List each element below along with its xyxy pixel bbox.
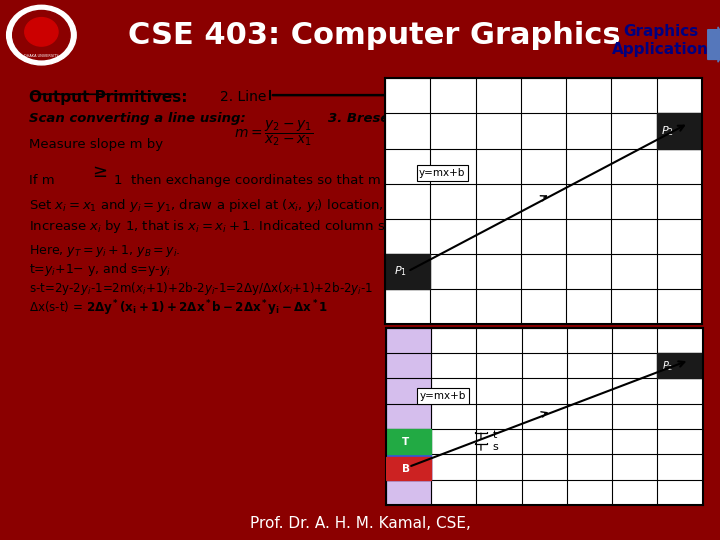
Text: B: B [402,464,410,474]
Text: 2. Line: 2. Line [220,90,266,104]
Bar [385,254,431,289]
Text: Prof. Dr. A. H. M. Kamal, CSE,: Prof. Dr. A. H. M. Kamal, CSE, [250,516,470,531]
Bar [657,113,702,148]
Text: Measure slope m by: Measure slope m by [29,138,163,151]
Text: Increase $x_i$ by 1, that is $x_i=x_i+1$. Indicated column shown in Fig: Increase $x_i$ by 1, that is $x_i=x_i+1$… [29,218,461,235]
Text: DHAKA UNIVERSITY: DHAKA UNIVERSITY [24,54,58,58]
Text: 3. Bresenham’s Line: 3. Bresenham’s Line [328,112,480,125]
Text: Scan converting a line using:: Scan converting a line using: [29,112,246,125]
Bar [386,429,431,454]
Bar [386,454,431,480]
Text: If m: If m [29,174,55,187]
Text: s: s [492,442,498,452]
Text: $\geq$: $\geq$ [89,163,107,181]
Text: $m = \dfrac{y_2 - y_1}{x_2 - x_1}$: $m = \dfrac{y_2 - y_1}{x_2 - x_1}$ [234,119,313,148]
Bar [386,328,431,505]
Text: t=$y_i$+1$-$ y, and s=y-$y_i$: t=$y_i$+1$-$ y, and s=y-$y_i$ [29,261,171,278]
Bar [657,353,703,379]
Text: $P_2$: $P_2$ [662,359,673,373]
Circle shape [6,5,76,65]
Text: CSE 403: Computer Graphics: CSE 403: Computer Graphics [128,21,621,50]
Text: Here, $y_T = y_i+1$, $y_B = y_i$.: Here, $y_T = y_i+1$, $y_B = y_i$. [29,243,181,259]
Text: $P_2$: $P_2$ [661,124,674,138]
Text: Output Primitives:: Output Primitives: [29,90,187,105]
Text: t: t [492,429,497,440]
Text: $\Delta$x(s-t) = $\mathbf{2\Delta y^*(x_i+1)+2\Delta x^*b-2\Delta x^*y_i-\Delta : $\Delta$x(s-t) = $\mathbf{2\Delta y^*(x_… [29,298,328,318]
Circle shape [24,18,58,46]
Text: y=mx+b: y=mx+b [419,168,466,178]
Text: T: T [402,437,409,447]
Text: Set $x_i=x_1$ and $y_i=y_1$, draw a pixel at ($x_i$, $y_i$) location, here i=1: Set $x_i=x_1$ and $y_i=y_1$, draw a pixe… [29,197,446,214]
Circle shape [13,10,70,60]
Text: $P_1$: $P_1$ [395,265,408,278]
Bar [386,457,431,480]
Text: 1  then exchange coordinates so that m < 1.: 1 then exchange coordinates so that m < … [114,174,413,187]
Text: y=mx+b: y=mx+b [420,391,467,401]
FancyArrow shape [708,27,720,62]
Text: $P_1$: $P_1$ [392,460,402,474]
Text: s-t=2y-2$y_i$-1=2m($x_i$+1)+2b-2$y_i$-1=2$\Delta$y/$\Delta$x($x_i$+1)+2b-2$y_i$-: s-t=2y-2$y_i$-1=2m($x_i$+1)+2b-2$y_i$-1=… [29,280,373,296]
Text: Graphics
Application: Graphics Application [612,24,709,57]
